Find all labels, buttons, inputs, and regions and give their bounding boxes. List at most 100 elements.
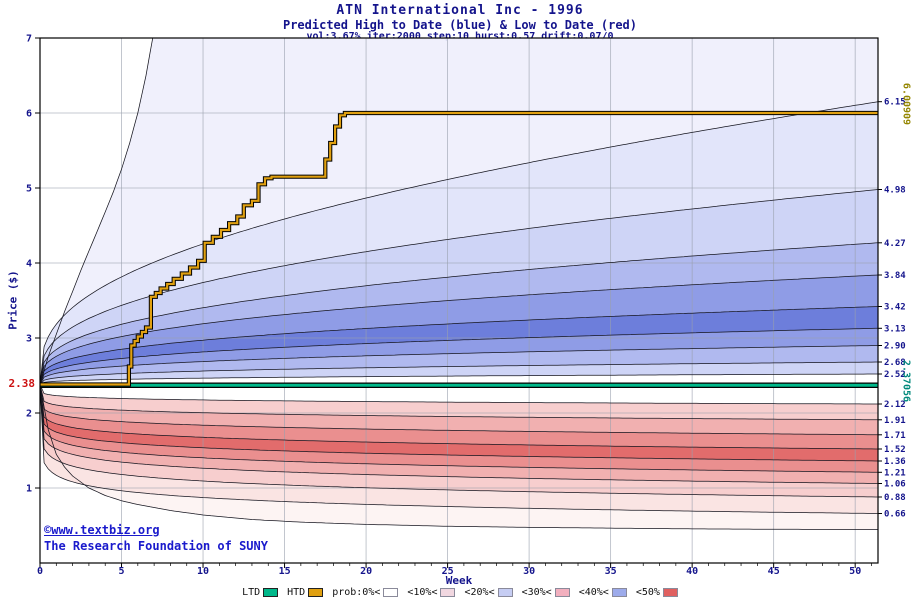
- legend-swatch: [440, 588, 456, 597]
- legend-label: <30%<: [521, 587, 552, 598]
- legend-label: HTD: [287, 587, 306, 598]
- fan-band: [40, 384, 878, 514]
- y-tick-label: 4: [26, 259, 32, 270]
- plot-border: [39, 37, 879, 564]
- legend-item: <10%<: [407, 587, 456, 598]
- legend-label: <10%<: [407, 587, 438, 598]
- fan-boundary: [40, 306, 878, 385]
- fan-boundary: [40, 384, 878, 436]
- legend-swatch: [497, 588, 513, 597]
- htd-line: [40, 110, 878, 387]
- page-title: ATN International Inc - 1996: [336, 3, 584, 18]
- x-tick-label: 15: [279, 566, 291, 577]
- right-axis-label: 0.88: [884, 493, 906, 503]
- x-tick-label: 5: [118, 566, 124, 577]
- fan-boundary: [40, 373, 878, 385]
- legend: LTD HTD prob:0%< <10%< <20%< <30%< <40%< <50%: [0, 587, 920, 598]
- fan-boundary: [40, 384, 878, 530]
- x-tick-label: 10: [197, 566, 209, 577]
- x-tick-label: 25: [442, 566, 454, 577]
- fan-boundary: [40, 384, 878, 484]
- x-tick-label: 35: [605, 566, 617, 577]
- fan-band: [40, 101, 878, 385]
- right-axis-label: 2.68: [884, 358, 906, 368]
- fan-band: [40, 275, 878, 385]
- right-axis-label: 1.36: [884, 457, 906, 467]
- grid: [40, 37, 878, 563]
- right-axis-label: 3.84: [884, 271, 906, 281]
- fan-boundary: [40, 361, 878, 385]
- legend-label: LTD: [242, 587, 261, 598]
- legend-swatch: [662, 588, 678, 597]
- simulation-params: vol:3.67% iter:2000 step:10 hurst:0.57 d…: [306, 31, 614, 42]
- fan-boundary: [40, 242, 878, 385]
- x-tick-label: 20: [360, 566, 372, 577]
- fan-band: [40, 384, 878, 473]
- legend-swatch: [611, 588, 627, 597]
- fan-band: [40, 345, 878, 385]
- ticks: [35, 37, 872, 568]
- y-tick-label: 3: [26, 334, 32, 345]
- fan-band: [40, 384, 878, 530]
- x-tick-label: 30: [523, 566, 535, 577]
- right-axis-label: 1.71: [884, 431, 906, 441]
- right-axis-label: 3.42: [884, 303, 906, 313]
- fan-band: [40, 38, 878, 385]
- fan-boundary: [40, 189, 878, 385]
- fan-band: [40, 362, 878, 385]
- fan-band: [40, 328, 878, 385]
- x-tick-label: 45: [768, 566, 780, 577]
- legend-item: <30%<: [522, 587, 570, 598]
- htd-max-label: 6.00909: [900, 82, 912, 126]
- credit-link[interactable]: ©www.textbiz.org: [44, 523, 160, 537]
- x-tick-label: 40: [686, 566, 698, 577]
- right-axis-label: 2.52: [884, 370, 906, 380]
- credit-org: The Research Foundation of SUNY: [44, 539, 268, 553]
- legend-item: HTD: [287, 587, 324, 598]
- fan-boundary: [40, 327, 878, 385]
- y-tick-label: 1: [26, 484, 32, 495]
- fan-boundary: [40, 384, 878, 514]
- legend-label: <50%: [635, 587, 660, 598]
- fan-boundary: [40, 384, 878, 421]
- right-axis-label: 1.21: [884, 468, 906, 478]
- fan-band: [40, 384, 878, 435]
- ltd-value-label: 2.37056: [900, 359, 912, 403]
- legend-label: <20%<: [464, 587, 495, 598]
- right-axis-label: 3.13: [884, 324, 906, 334]
- fan-boundary: [40, 274, 878, 385]
- fan-boundaries-high: [40, 38, 878, 385]
- fan-bands-high: [40, 38, 878, 385]
- legend-swatch: [308, 588, 324, 597]
- start-price-label: 2.38: [8, 377, 36, 390]
- fan-band: [40, 242, 878, 385]
- fan-boundary: [40, 384, 878, 405]
- fan-bands-low: [40, 384, 878, 530]
- legend-swatch: [383, 588, 399, 597]
- fan-band: [40, 384, 878, 484]
- y-tick-label: 2: [26, 409, 32, 420]
- legend-swatch: [554, 588, 570, 597]
- right-axis-label: 0.66: [884, 510, 906, 520]
- y-tick-label: 6: [26, 109, 32, 120]
- legend-label: prob:0%<: [332, 587, 381, 598]
- fan-band: [40, 306, 878, 385]
- right-axis-label: 1.06: [884, 480, 906, 490]
- x-tick-label: 50: [849, 566, 861, 577]
- legend-item: LTD: [242, 587, 279, 598]
- right-axis-label: 2.90: [884, 342, 906, 352]
- y-tick-label: 5: [26, 184, 32, 195]
- fan-band: [40, 384, 878, 420]
- fan-boundary: [40, 101, 878, 385]
- fan-boundary: [40, 384, 878, 498]
- right-axis-label: 4.98: [884, 186, 906, 196]
- legend-label: <40%<: [578, 587, 609, 598]
- right-axis-label: 4.27: [884, 239, 906, 249]
- fan-band: [40, 384, 878, 461]
- legend-item: <20%<: [464, 587, 513, 598]
- right-axis-label: 2.12: [884, 400, 906, 410]
- x-axis-title: Week: [445, 574, 473, 587]
